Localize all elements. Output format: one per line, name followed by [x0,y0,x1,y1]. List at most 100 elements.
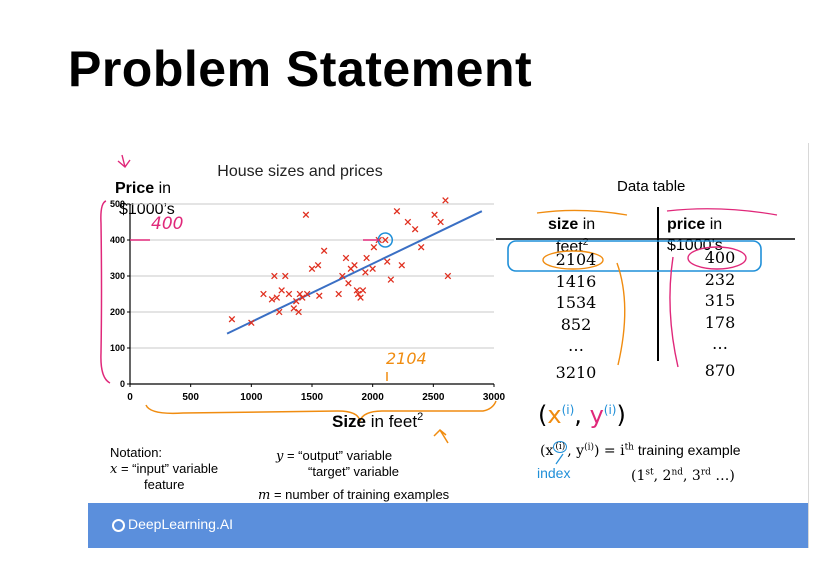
table-cell-price: 178 [704,312,736,332]
data-point [363,254,370,262]
table-cell-price: 870 [704,360,736,380]
data-point [417,243,425,251]
notation-m-line: m = number of training examples [258,487,450,503]
data-point [314,261,322,269]
data-point [345,279,352,287]
deeplearning-logo: DeepLearning.AI [112,516,233,532]
ordinals-line: (1st, 2nd, 3rd …) [631,467,735,484]
data-point [273,294,281,301]
table-cell-price: 400 [704,248,736,267]
notation-y-line: y = “output” variable [276,448,393,464]
data-table-lines [496,207,795,368]
data-point [387,276,395,283]
x-tick-label: 0 [127,392,133,403]
content-panel [88,143,809,548]
data-point [303,290,311,298]
data-point [248,319,255,327]
notation-x-line: x = “input” variable [110,461,219,477]
y-ticks: 0 100 200 300 400 500 [110,199,130,389]
data-point [295,308,302,316]
notation-x-line2: feature [144,477,185,492]
table-cell-price: 232 [704,269,736,289]
data-point [370,243,378,251]
notation-y-line2: “target” variable [308,464,400,479]
data-point [285,290,293,298]
size-column-header: size in [548,216,596,233]
data-point [275,308,283,316]
data-point [351,261,358,269]
slide-title: Problem Statement [68,41,533,97]
x-tick-label: 500 [182,392,199,403]
data-point [282,272,289,280]
deeplearning-logo-icon [112,519,125,532]
annotation-2104: 2104 [386,349,427,368]
data-point [359,287,367,294]
data-point [411,225,419,233]
y-tick-label: 500 [110,199,125,209]
data-point [260,290,267,298]
table-cell-size: 1534 [555,293,597,312]
data-point [404,218,412,226]
data-point [382,236,389,244]
y-axis-label-line2: $1000’s [119,201,175,218]
data-point [268,296,276,303]
data-point [444,272,452,280]
x-tick-label: 1000 [240,392,263,403]
orange-brace-icon [145,400,497,422]
x-axis-label: Size in feet2 [332,411,423,431]
pink-bracket-icon [100,200,111,384]
data-point [296,290,304,298]
annotation-400: 400 [151,214,183,234]
data-table-title: Data table [617,178,686,195]
table-cell-size: 2104 [555,250,597,269]
table-cell-price: 315 [704,291,736,310]
y-tick-label: 300 [110,271,125,281]
data-point [308,265,316,273]
notation-heading: Notation: [110,445,163,460]
chart-title: House sizes and prices [217,163,382,180]
data-point [362,269,369,276]
scatter-chart: House sizes and prices Price in $1000’s … [100,154,506,444]
data-point [316,292,323,300]
x-tick-label: 1500 [301,392,324,403]
table-cell-size: … [568,336,584,355]
price-column-header: price in [667,216,723,233]
data-point [299,294,306,301]
data-point [353,287,361,294]
table-cell-size: 852 [560,314,592,334]
data-point [339,272,346,280]
y-tick-label: 200 [110,307,125,317]
data-point [278,287,285,294]
index-pointer-icon [555,453,564,465]
data-point [354,290,362,298]
data-point [383,258,391,265]
ith-example-line: (x (i), y(i)) = ith training example [540,441,741,459]
fit-line [226,210,483,335]
data-point [342,254,350,262]
data-point [398,261,406,269]
data-point [442,197,449,204]
data-point [369,265,376,273]
x-tick-label: 2500 [422,392,445,403]
y-tick-label: 100 [110,343,125,353]
data-point [437,218,444,226]
orange-arrow-icon [433,428,449,444]
x-tick-label: 3000 [483,392,506,403]
table-cell-size: 3210 [555,362,597,382]
y-axis-label: Price in [115,180,171,197]
data-point [393,207,401,215]
table-cell-size: 1416 [555,271,597,291]
data-point [292,297,300,305]
index-label: index [537,465,571,481]
data-point [302,211,310,219]
data-point [290,305,298,312]
data-point [431,211,438,219]
footer-bar: DeepLearning.AI [88,503,808,548]
data-point [335,290,342,298]
data-point [357,294,364,301]
data-points [228,197,452,327]
pink-arrow-icon [117,154,131,169]
y-tick-label: 400 [110,235,125,245]
handwritten-pair: (x(i), y(i)) [538,401,626,429]
x-ticks: 0 500 1000 1500 2000 2500 3000 [127,384,506,403]
